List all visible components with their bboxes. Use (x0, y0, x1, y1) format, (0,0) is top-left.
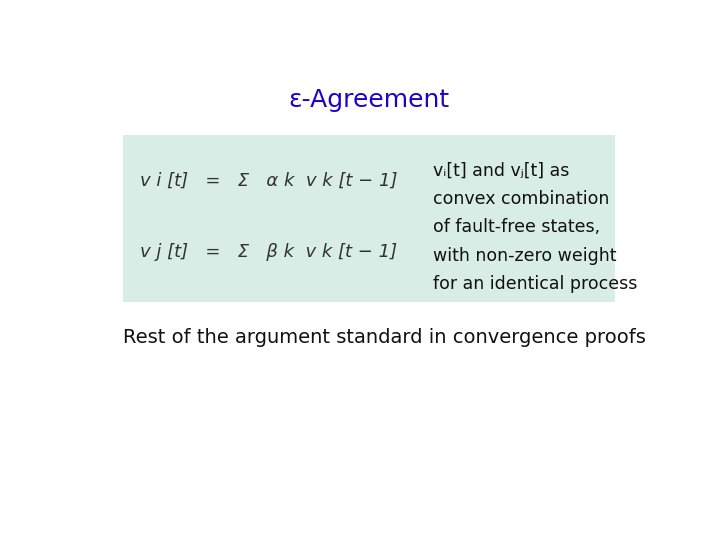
Text: vᵢ[t] and vⱼ[t] as: vᵢ[t] and vⱼ[t] as (433, 162, 570, 180)
FancyBboxPatch shape (124, 136, 615, 302)
Text: with non-zero weight: with non-zero weight (433, 247, 616, 265)
Text: v j [t]   =   Σ   β k  v k [t − 1]: v j [t] = Σ β k v k [t − 1] (140, 243, 397, 261)
Text: Rest of the argument standard in convergence proofs: Rest of the argument standard in converg… (124, 328, 647, 347)
Text: ε-Agreement: ε-Agreement (289, 88, 449, 112)
Text: for an identical process: for an identical process (433, 275, 637, 293)
Text: of fault-free states,: of fault-free states, (433, 218, 600, 237)
Text: convex combination: convex combination (433, 190, 610, 208)
Text: v i [t]   =   Σ   α k  v k [t − 1]: v i [t] = Σ α k v k [t − 1] (140, 172, 397, 190)
